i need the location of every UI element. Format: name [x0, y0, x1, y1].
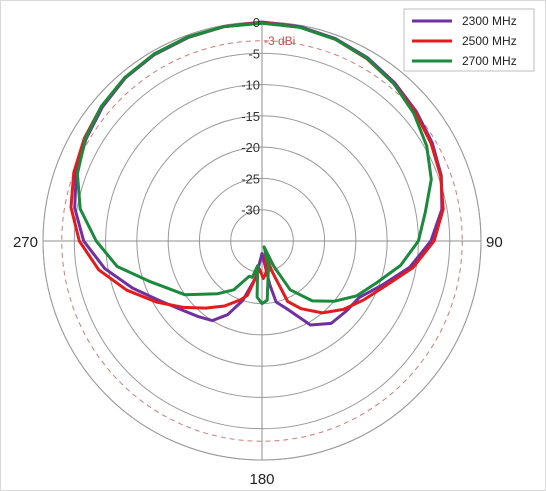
legend-label: 2300 MHz: [462, 14, 517, 28]
angle-label-180: 180: [249, 471, 274, 488]
r-tick-label: -30: [241, 203, 260, 218]
reference-circle-group: [61, 40, 463, 442]
r-tick-label: -15: [241, 109, 260, 124]
tick-labels: 0 -5 -10 -15 -20 -25 -30 -3 dBi 90 180 270: [13, 15, 503, 488]
legend-items: 2300 MHz 2500 MHz 2700 MHz: [412, 14, 517, 68]
legend-label: 2500 MHz: [462, 34, 517, 48]
legend: 2300 MHz 2500 MHz 2700 MHz: [403, 8, 535, 72]
angle-label-90: 90: [486, 234, 503, 251]
polar-grid: [42, 21, 482, 461]
reference-label: -3 dBi: [264, 34, 295, 48]
r-tick-label: -20: [241, 140, 260, 155]
series-group: [69, 20, 445, 327]
r-tick-label: -25: [241, 171, 260, 186]
series-line-2500-mhz: [69, 21, 445, 315]
angle-label-270: 270: [13, 234, 38, 251]
reference-circle: [61, 40, 463, 442]
legend-label: 2700 MHz: [462, 54, 517, 68]
r-tick-label: -10: [241, 78, 260, 93]
series-line-2700-mhz: [75, 21, 433, 306]
r-tick-label: -5: [248, 46, 260, 61]
r-tick-label: 0: [253, 15, 260, 30]
